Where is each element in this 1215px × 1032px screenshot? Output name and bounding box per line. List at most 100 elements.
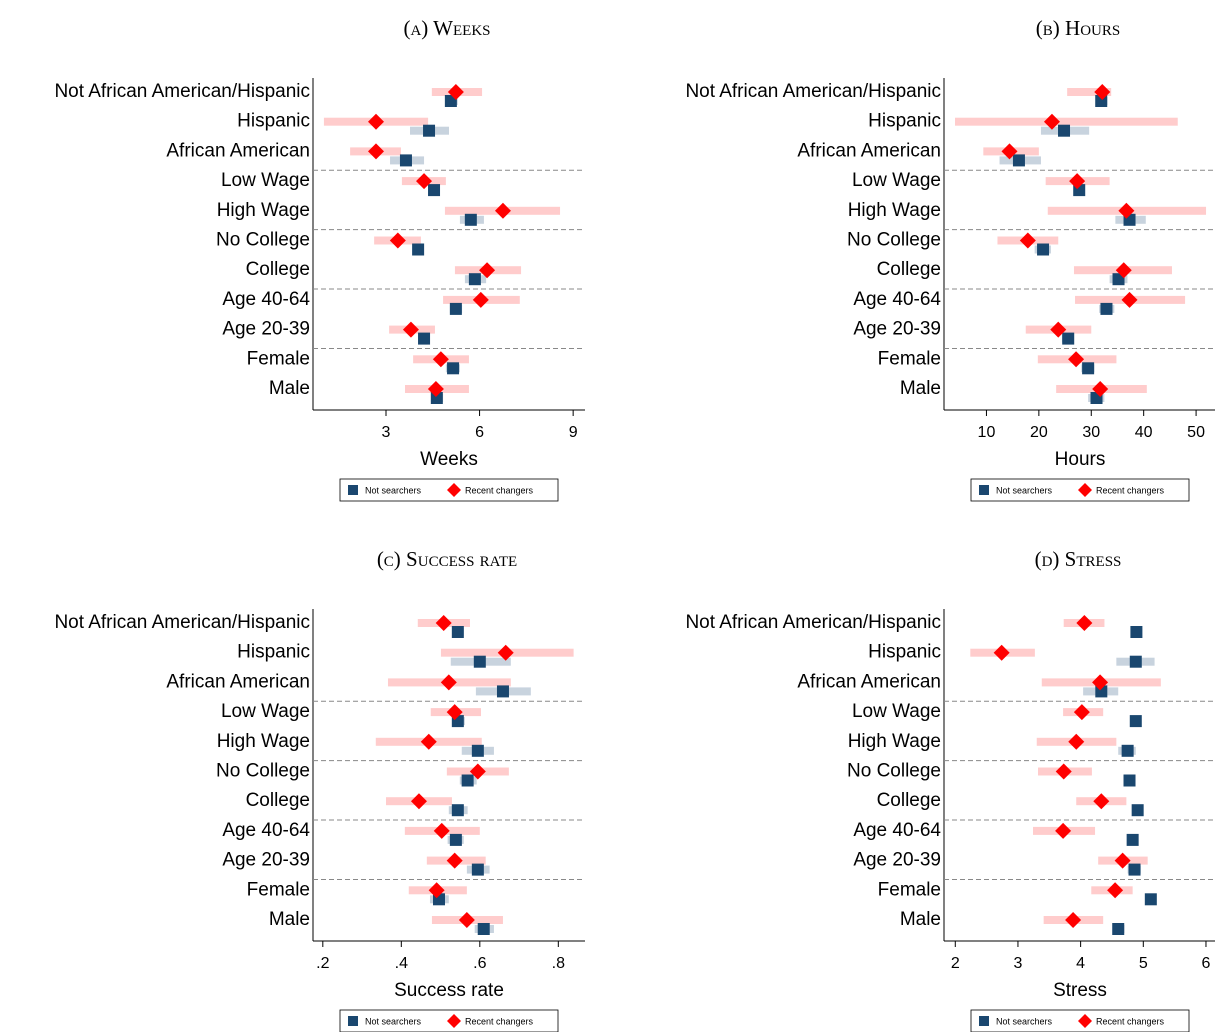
x-tick-label: 50 [1187, 424, 1205, 441]
point-diamond [1121, 291, 1138, 308]
point-diamond [1069, 173, 1086, 190]
point-square [473, 655, 486, 668]
point-diamond [402, 321, 419, 338]
panel: (b) Hours 10 20 30 40 50 Hours Not African Amer… [685, 16, 1215, 502]
point-square [461, 774, 474, 787]
category-label: No College [216, 761, 310, 782]
category-label: Age 20-39 [853, 850, 941, 871]
point-diamond [446, 852, 463, 869]
x-tick-label: 6 [1202, 955, 1211, 972]
point-diamond [1093, 793, 1110, 810]
point-square [1123, 774, 1136, 787]
point-square [1128, 863, 1141, 876]
point-square [412, 243, 425, 256]
x-axis-title: Stress [1053, 980, 1107, 1001]
point-diamond [472, 291, 489, 308]
point-square [464, 213, 477, 226]
panel-title: (d) Stress [1035, 547, 1122, 571]
category-label: Age 40-64 [222, 820, 310, 841]
legend-swatch [348, 1016, 358, 1026]
x-tick-label: .4 [395, 955, 408, 972]
category-label: African American [797, 140, 941, 161]
point-square [1130, 626, 1143, 638]
x-axis-title: Weeks [420, 449, 478, 470]
panel-title: (c) Success rate [377, 547, 517, 571]
x-tick-label: 9 [569, 424, 578, 441]
category-label: Age 40-64 [853, 289, 941, 310]
ci-bar [1067, 88, 1112, 96]
point-diamond [497, 644, 514, 661]
point-diamond [1019, 232, 1036, 249]
panel: (a) Weeks 3 6 9 Weeks Not African American/Hi… [54, 16, 585, 502]
point-diamond [458, 912, 475, 928]
category-label: High Wage [848, 200, 941, 221]
point-square [449, 833, 462, 846]
legend-label: Recent changers [1096, 1016, 1165, 1026]
category-label: Hispanic [237, 111, 310, 132]
category-label: Age 20-39 [222, 850, 310, 871]
point-diamond [1115, 262, 1132, 279]
point-diamond [389, 232, 406, 249]
category-label: Not African American/Hispanic [54, 81, 310, 102]
point-diamond [416, 173, 433, 190]
point-square [451, 804, 464, 817]
point-square [1126, 833, 1139, 846]
category-label: Age 40-64 [853, 820, 941, 841]
panel: (d) Stress 2 3 4 5 6 Stress Not African America… [685, 547, 1215, 1032]
x-tick-label: 20 [1030, 424, 1048, 441]
point-diamond [420, 733, 437, 750]
point-diamond [433, 822, 450, 839]
point-square [471, 863, 484, 876]
point-diamond [494, 202, 511, 219]
ci-bar [955, 117, 1178, 126]
legend-swatch [979, 1016, 989, 1026]
panel-title: (b) Hours [1036, 16, 1120, 40]
point-diamond [446, 704, 463, 721]
x-axis-title: Success rate [394, 980, 504, 1001]
legend-label: Not searchers [996, 1016, 1053, 1026]
legend-swatch [348, 485, 358, 495]
point-diamond [993, 644, 1010, 661]
category-label: Male [269, 378, 310, 399]
x-tick-label: 5 [1139, 955, 1148, 972]
category-label: Female [247, 879, 310, 900]
x-tick-label: 6 [475, 424, 484, 441]
point-diamond [435, 615, 452, 631]
legend-label: Recent changers [465, 1016, 534, 1026]
point-square [418, 332, 431, 345]
point-diamond [1092, 674, 1109, 691]
point-square [451, 626, 464, 638]
category-label: Low Wage [221, 701, 310, 722]
category-label: African American [166, 671, 310, 692]
category-label: College [246, 259, 310, 280]
legend-swatch [979, 485, 989, 495]
point-square [1100, 302, 1113, 315]
x-tick-label: .8 [552, 955, 565, 972]
category-label: Age 40-64 [222, 289, 310, 310]
point-square [477, 923, 490, 935]
point-square [471, 744, 484, 757]
legend-swatch [447, 483, 461, 497]
point-diamond [440, 674, 457, 691]
point-square [1112, 923, 1125, 935]
point-square [430, 392, 443, 404]
x-tick-label: 2 [951, 955, 960, 972]
point-diamond [1055, 763, 1072, 780]
category-label: College [877, 790, 941, 811]
category-label: Age 20-39 [222, 319, 310, 340]
category-label: Female [878, 348, 941, 369]
x-tick-label: 30 [1082, 424, 1100, 441]
point-diamond [368, 143, 385, 160]
point-square [428, 184, 441, 197]
category-label: High Wage [217, 200, 310, 221]
category-label: No College [216, 230, 310, 251]
x-tick-label: .6 [473, 955, 486, 972]
x-tick-label: 4 [1076, 955, 1085, 972]
legend-label: Recent changers [465, 485, 534, 495]
category-label: Hispanic [868, 642, 941, 663]
point-diamond [1114, 852, 1131, 869]
point-diamond [1068, 351, 1085, 368]
category-label: Male [900, 909, 941, 930]
point-diamond [1055, 822, 1072, 839]
point-diamond [1094, 84, 1111, 100]
